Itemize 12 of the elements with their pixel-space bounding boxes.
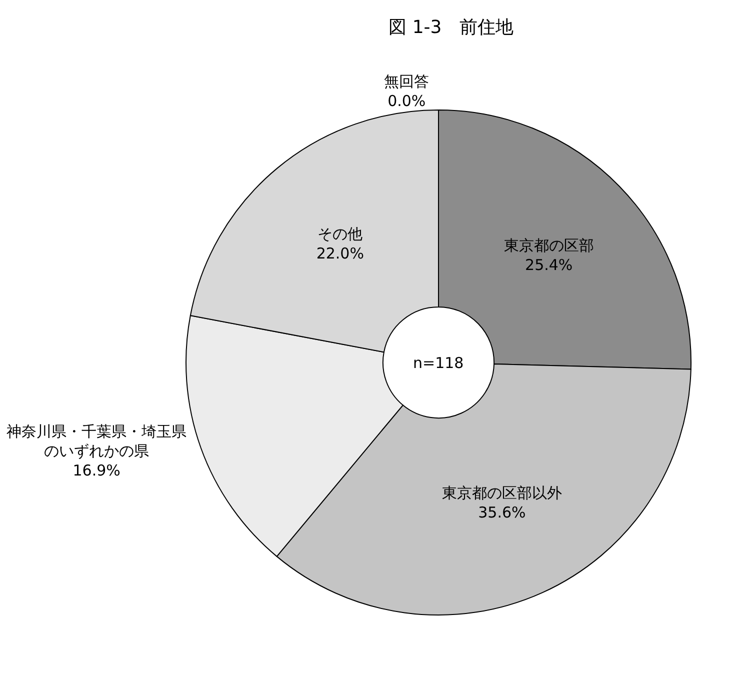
- category-label: 無回答: [384, 72, 430, 90]
- slice-label: 東京都の区部: [504, 236, 594, 254]
- text: 0.0%: [388, 92, 426, 110]
- slice-label: 神奈川県・千葉県・埼玉県のいずれかの県: [6, 422, 187, 460]
- slice-label: その他: [318, 225, 363, 244]
- slice-label: 東京都の区部以外: [442, 484, 562, 502]
- data-label: 16.9%: [72, 461, 120, 480]
- chart-title: 図 1-3 前住地: [388, 16, 514, 38]
- text: n=118: [413, 354, 464, 372]
- data-label: 35.6%: [478, 504, 526, 522]
- data-label: 25.4%: [525, 256, 573, 274]
- data-label: 22.0%: [316, 244, 364, 263]
